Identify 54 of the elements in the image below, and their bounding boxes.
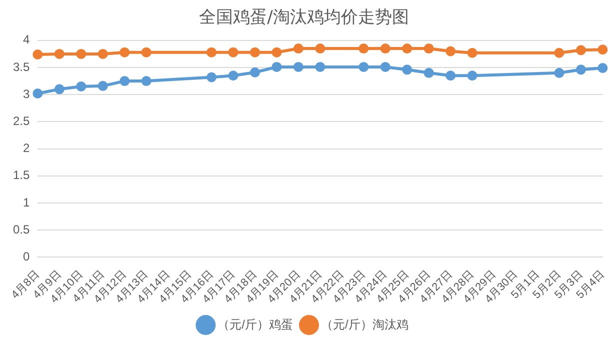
point [228,70,238,81]
point [76,48,86,59]
point [446,70,456,81]
y-tick-label: 3 [22,86,30,101]
point [120,76,130,86]
point [272,47,282,58]
point [576,64,586,75]
y-tick-label: 0 [22,249,30,264]
y-tick-label: 2 [22,141,30,156]
point [315,62,326,72]
point [315,44,326,54]
point [424,68,434,78]
point [293,62,304,72]
point [402,44,412,54]
y-tick-label: 1.5 [12,168,30,182]
point [206,47,217,58]
point [32,49,43,60]
y-tick-label: 4 [22,32,30,47]
legend-label: （元/斤）淘汰鸡 [321,317,408,332]
point [228,47,238,58]
point [598,44,608,55]
y-tick-label: 2.5 [12,114,30,128]
point [380,62,390,72]
point [554,48,564,58]
point [576,45,586,56]
point [554,68,564,78]
point [446,46,456,56]
point [250,67,260,78]
point [467,48,478,58]
point [98,48,108,59]
y-tick-label: 0.5 [12,222,30,236]
point [141,47,152,58]
point [54,48,64,59]
point [98,80,108,91]
legend-label: （元/斤）鸡蛋 [218,317,294,332]
point [250,47,260,58]
point [54,84,64,94]
point [358,44,369,54]
point [293,44,304,54]
point [206,72,217,82]
point [272,62,282,72]
point [32,88,43,98]
point [402,64,412,75]
point [467,70,478,81]
point [120,47,130,58]
y-tick-label: 3.5 [12,60,30,74]
chart-title: 全国鸡蛋/淘汰鸡均价走势图 [199,8,409,28]
point [141,76,152,86]
point [598,63,608,74]
point [76,81,86,92]
point [424,44,434,54]
point [380,44,390,54]
y-tick-label: 1 [22,195,30,210]
point [358,62,369,72]
